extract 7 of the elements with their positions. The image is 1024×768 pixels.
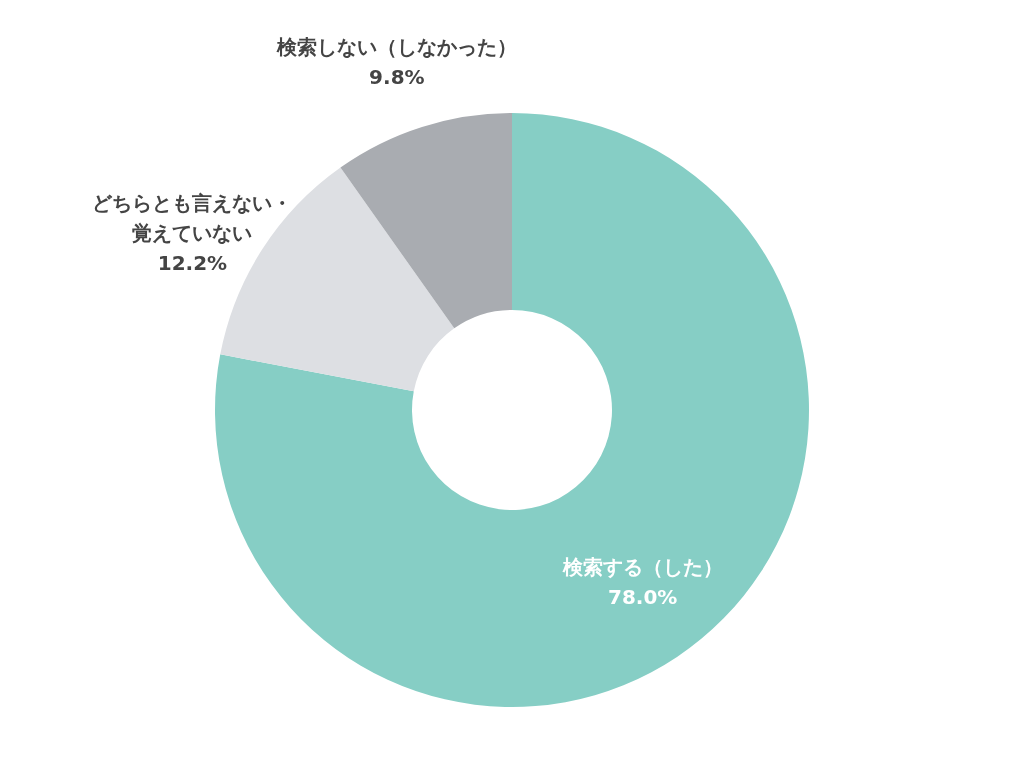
data-label: 78.0% bbox=[607, 584, 678, 609]
donut-slice bbox=[340, 113, 512, 329]
slice-label: 検索する（した） bbox=[561, 554, 723, 579]
data-label: 9.8% bbox=[369, 64, 425, 89]
slice-label: 検索しない（しなかった） bbox=[275, 34, 517, 59]
data-label: 12.2% bbox=[157, 251, 228, 276]
slice-label: どちらとも言えない・覚えていない bbox=[92, 191, 293, 246]
